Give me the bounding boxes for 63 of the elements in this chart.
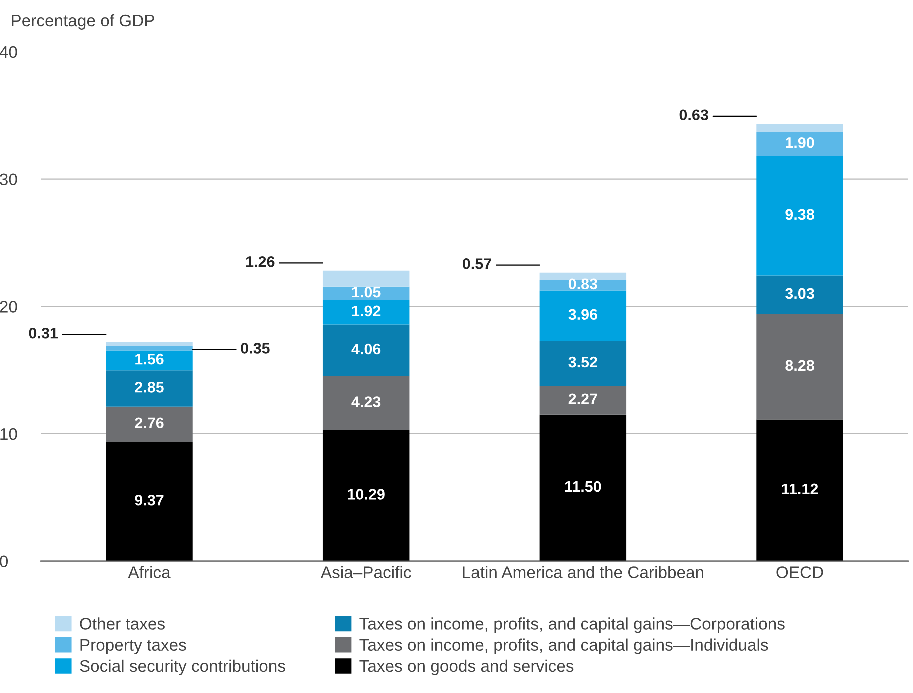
data-label: 2.76 bbox=[135, 418, 164, 429]
data-label: 2.27 bbox=[568, 394, 598, 404]
bar bbox=[540, 341, 627, 386]
legend-label: Property taxes bbox=[80, 639, 186, 654]
y-tick-label: 10 bbox=[0, 428, 18, 440]
bar bbox=[106, 406, 193, 442]
data-label: 11.50 bbox=[565, 481, 602, 492]
bar bbox=[540, 414, 627, 562]
x-tick-label: OECD bbox=[776, 566, 824, 578]
legend-label: Taxes on income, profits, and capital gains—Individuals bbox=[360, 638, 768, 654]
bar bbox=[106, 442, 193, 562]
data-label: 0.57 bbox=[462, 258, 492, 270]
legend-label: Taxes on goods and services bbox=[360, 660, 574, 676]
y-tick-label: 40 bbox=[0, 46, 18, 58]
legend-label: Social security contributions bbox=[80, 660, 286, 676]
bar bbox=[322, 430, 410, 562]
y-axis-title: Percentage of GDP bbox=[12, 14, 154, 30]
data-label: 0.63 bbox=[680, 110, 708, 121]
bar bbox=[322, 324, 410, 376]
bar bbox=[540, 290, 627, 342]
data-label: 3.03 bbox=[786, 288, 814, 300]
data-label: 4.23 bbox=[352, 396, 381, 408]
data-label: 1.26 bbox=[246, 256, 275, 268]
data-label: 3.96 bbox=[568, 309, 598, 320]
data-label: 1.56 bbox=[136, 354, 164, 365]
data-label: 0.83 bbox=[568, 278, 598, 290]
y-tick-label: 0 bbox=[0, 556, 8, 568]
bar bbox=[322, 376, 410, 430]
data-label: 4.06 bbox=[352, 344, 381, 355]
data-label: 9.38 bbox=[786, 209, 814, 220]
x-tick-label: Asia–Pacific bbox=[320, 566, 412, 578]
x-tick-label: Latin America and the Caribbean bbox=[463, 566, 704, 578]
bar bbox=[756, 124, 844, 132]
data-label: 10.29 bbox=[348, 489, 385, 500]
bar bbox=[322, 286, 410, 300]
data-label: 3.52 bbox=[568, 356, 598, 368]
bar bbox=[756, 156, 844, 276]
data-label: 1.92 bbox=[352, 306, 381, 317]
data-label: 0.35 bbox=[241, 343, 270, 354]
data-label: 1.90 bbox=[786, 137, 814, 148]
data-label: 11.12 bbox=[782, 484, 818, 494]
bar bbox=[106, 346, 193, 351]
bar bbox=[322, 300, 410, 325]
bar bbox=[106, 350, 193, 371]
bar bbox=[106, 342, 193, 346]
data-label: 1.05 bbox=[352, 286, 381, 298]
data-label: 9.37 bbox=[135, 494, 164, 506]
legend-label: Taxes on income, profits, and capital gains—Corporations bbox=[360, 618, 785, 634]
y-tick-label: 30 bbox=[0, 174, 18, 186]
bar bbox=[756, 420, 844, 562]
data-label: 0.31 bbox=[29, 328, 58, 339]
y-tick-label: 20 bbox=[0, 301, 18, 313]
legend-label: Other taxes bbox=[80, 618, 165, 630]
bar bbox=[540, 386, 627, 415]
bar bbox=[322, 270, 410, 287]
bar bbox=[106, 370, 193, 407]
bar bbox=[756, 276, 844, 314]
data-label: 8.28 bbox=[786, 360, 814, 372]
bar bbox=[540, 272, 627, 280]
x-tick-label: Africa bbox=[128, 566, 171, 578]
data-label: 2.85 bbox=[135, 382, 164, 393]
bar bbox=[756, 132, 844, 156]
bar bbox=[756, 314, 844, 420]
